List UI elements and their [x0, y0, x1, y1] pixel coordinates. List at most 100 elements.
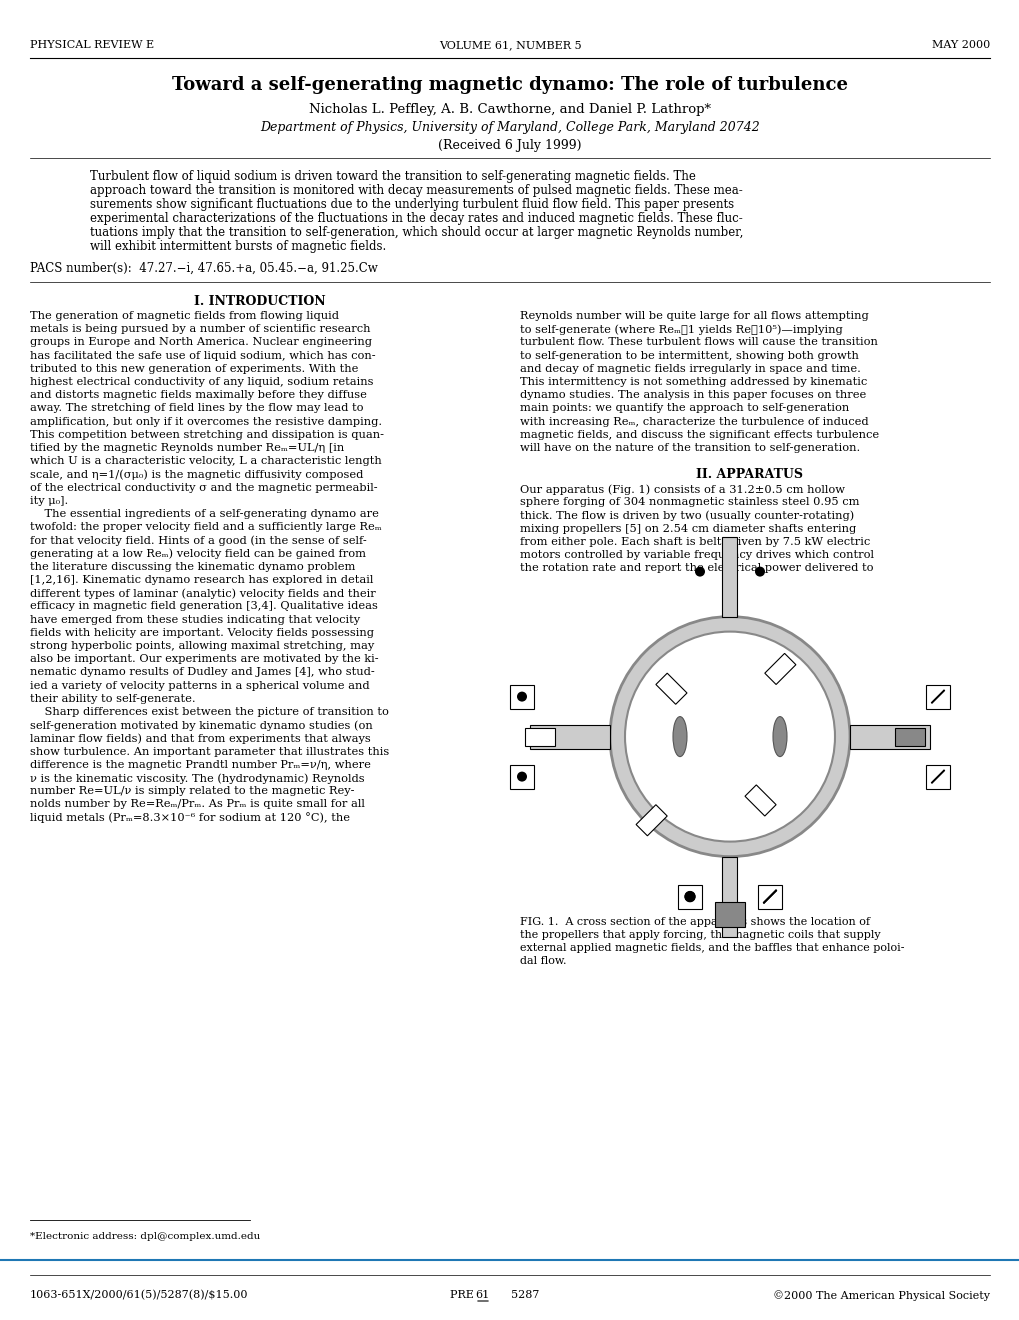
Text: PACS number(s):  47.27.−i, 47.65.+a, 05.45.−a, 91.25.Cw: PACS number(s): 47.27.−i, 47.65.+a, 05.4… [30, 261, 377, 275]
Text: thick. The flow is driven by two (usually counter-rotating): thick. The flow is driven by two (usuall… [520, 511, 854, 521]
Text: approach toward the transition is monitored with decay measurements of pulsed ma: approach toward the transition is monito… [90, 183, 742, 197]
Text: 61: 61 [475, 1290, 489, 1300]
Text: for that velocity field. Hints of a good (in the sense of self-: for that velocity field. Hints of a good… [30, 536, 367, 546]
Text: self-generation motivated by kinematic dynamo studies (on: self-generation motivated by kinematic d… [30, 721, 372, 731]
Text: their ability to self-generate.: their ability to self-generate. [30, 694, 196, 704]
Text: to self-generation to be intermittent, showing both growth: to self-generation to be intermittent, s… [520, 351, 858, 360]
Text: and decay of magnetic fields irregularly in space and time.: and decay of magnetic fields irregularly… [520, 364, 860, 374]
Text: experimental characterizations of the fluctuations in the decay rates and induce: experimental characterizations of the fl… [90, 213, 742, 224]
Text: will exhibit intermittent bursts of magnetic fields.: will exhibit intermittent bursts of magn… [90, 240, 386, 253]
Text: of the electrical conductivity σ and the magnetic permeabil-: of the electrical conductivity σ and the… [30, 483, 377, 492]
Text: Our apparatus (Fig. 1) consists of a 31.2±0.5 cm hollow: Our apparatus (Fig. 1) consists of a 31.… [520, 484, 844, 495]
Text: the literature discussing the kinematic dynamo problem: the literature discussing the kinematic … [30, 562, 355, 572]
Text: difference is the magnetic Prandtl number Prₘ=ν/η, where: difference is the magnetic Prandtl numbe… [30, 760, 371, 770]
Circle shape [694, 566, 704, 577]
Bar [925, 685, 949, 709]
Text: Nicholas L. Peffley, A. B. Cawthorne, and Daniel P. Lathrop*: Nicholas L. Peffley, A. B. Cawthorne, an… [309, 103, 710, 116]
Text: The generation of magnetic fields from flowing liquid: The generation of magnetic fields from f… [30, 312, 338, 321]
Bar [721, 857, 737, 937]
Bar [744, 785, 775, 816]
Text: Toward a self-generating magnetic dynamo: The role of turbulence: Toward a self-generating magnetic dynamo… [172, 77, 847, 94]
Text: *Electronic address: dpl@complex.umd.edu: *Electronic address: dpl@complex.umd.edu [30, 1232, 260, 1241]
Text: The essential ingredients of a self-generating dynamo are: The essential ingredients of a self-gene… [30, 510, 378, 519]
Text: Department of Physics, University of Maryland, College Park, Maryland 20742: Department of Physics, University of Mar… [260, 121, 759, 135]
Text: tributed to this new generation of experiments. With the: tributed to this new generation of exper… [30, 364, 358, 374]
Circle shape [517, 692, 527, 702]
Bar [525, 727, 554, 746]
Text: nolds number by Re=Reₘ/Prₘ. As Prₘ is quite small for all: nolds number by Re=Reₘ/Prₘ. As Prₘ is qu… [30, 800, 365, 809]
Text: 5287: 5287 [496, 1290, 539, 1300]
Text: from either pole. Each shaft is belt driven by 7.5 kW electric: from either pole. Each shaft is belt dri… [520, 537, 869, 546]
Text: also be important. Our experiments are motivated by the ki-: also be important. Our experiments are m… [30, 655, 378, 664]
Text: Reynolds number will be quite large for all flows: Reynolds number will be quite large for … [577, 294, 922, 308]
Text: fields with helicity are important. Velocity fields possessing: fields with helicity are important. Velo… [30, 628, 374, 638]
Text: external applied magnetic fields, and the baffles that enhance poloi-: external applied magnetic fields, and th… [520, 942, 904, 953]
Bar [510, 764, 534, 788]
Text: has facilitated the safe use of liquid sodium, which has con-: has facilitated the safe use of liquid s… [30, 351, 375, 360]
Text: ©2000 The American Physical Society: ©2000 The American Physical Society [772, 1290, 989, 1300]
Text: Sharp differences exist between the picture of transition to: Sharp differences exist between the pict… [30, 708, 388, 717]
Text: nematic dynamo results of Dudley and James [4], who stud-: nematic dynamo results of Dudley and Jam… [30, 668, 374, 677]
Text: with increasing Reₘ, characterize the turbulence of induced: with increasing Reₘ, characterize the tu… [520, 417, 868, 426]
Text: amplification, but only if it overcomes the resistive damping.: amplification, but only if it overcomes … [30, 417, 382, 426]
Text: groups in Europe and North America. Nuclear engineering: groups in Europe and North America. Nucl… [30, 338, 372, 347]
Text: PHYSICAL REVIEW E: PHYSICAL REVIEW E [30, 40, 154, 50]
Text: [1,2,16]. Kinematic dynamo research has explored in detail: [1,2,16]. Kinematic dynamo research has … [30, 576, 373, 585]
Text: tuations imply that the transition to self-generation, which should occur at lar: tuations imply that the transition to se… [90, 226, 743, 239]
Bar [678, 884, 701, 908]
Circle shape [685, 891, 694, 902]
Text: mixing propellers [5] on 2.54 cm diameter shafts entering: mixing propellers [5] on 2.54 cm diamete… [520, 524, 855, 533]
Text: magnetic fields, and discuss the significant effects turbulence: magnetic fields, and discuss the signifi… [520, 430, 878, 440]
Text: twofold: the proper velocity field and a sufficiently large Reₘ: twofold: the proper velocity field and a… [30, 523, 381, 532]
Text: ied a variety of velocity patterns in a spherical volume and: ied a variety of velocity patterns in a … [30, 681, 369, 690]
Ellipse shape [673, 717, 687, 756]
Text: number Re=UL/ν is simply related to the magnetic Rey-: number Re=UL/ν is simply related to the … [30, 787, 355, 796]
Text: generating at a low Reₘ) velocity field can be gained from: generating at a low Reₘ) velocity field … [30, 549, 366, 560]
Text: surements show significant fluctuations due to the underlying turbulent fluid fl: surements show significant fluctuations … [90, 198, 734, 211]
Bar [894, 727, 924, 746]
Text: (Received 6 July 1999): (Received 6 July 1999) [438, 139, 581, 152]
Circle shape [754, 566, 764, 577]
Bar [757, 884, 782, 908]
Text: I. INTRODUCTION: I. INTRODUCTION [194, 294, 325, 308]
Text: to self-generate (where Reₘ≧1 yields Re≫10⁵)—implying: to self-generate (where Reₘ≧1 yields Re≫… [520, 325, 842, 335]
Text: dynamo studies. The analysis in this paper focuses on three: dynamo studies. The analysis in this pap… [520, 391, 865, 400]
Text: 1063-651X/2000/61(5)/5287(8)/$15.00: 1063-651X/2000/61(5)/5287(8)/$15.00 [30, 1290, 249, 1300]
Text: away. The stretching of field lines by the flow may lead to: away. The stretching of field lines by t… [30, 404, 363, 413]
Text: efficacy in magnetic field generation [3,4]. Qualitative ideas: efficacy in magnetic field generation [3… [30, 602, 377, 611]
Text: Turbulent flow of liquid sodium is driven toward the transition to self-generati: Turbulent flow of liquid sodium is drive… [90, 170, 695, 183]
Text: main points: we quantify the approach to self-generation: main points: we quantify the approach to… [520, 404, 849, 413]
Circle shape [609, 616, 849, 857]
Circle shape [685, 891, 694, 902]
Text: PRE: PRE [449, 1290, 477, 1300]
Text: VOLUME 61, NUMBER 5: VOLUME 61, NUMBER 5 [438, 40, 581, 50]
Text: Reynolds number will be quite large for all flows attempting: Reynolds number will be quite large for … [520, 312, 868, 321]
Bar [530, 725, 609, 748]
Circle shape [625, 631, 835, 842]
Text: which U is a characteristic velocity, L a characteristic length: which U is a characteristic velocity, L … [30, 457, 381, 466]
Text: liquid metals (Prₘ=8.3×10⁻⁶ for sodium at 120 °C), the: liquid metals (Prₘ=8.3×10⁻⁶ for sodium a… [30, 813, 350, 824]
Text: laminar flow fields) and that from experiments that always: laminar flow fields) and that from exper… [30, 734, 370, 744]
Text: motors controlled by variable frequency drives which control: motors controlled by variable frequency … [520, 550, 873, 560]
Ellipse shape [772, 717, 787, 756]
Bar [636, 805, 666, 836]
Text: highest electrical conductivity of any liquid, sodium retains: highest electrical conductivity of any l… [30, 378, 373, 387]
Bar [764, 653, 795, 685]
Text: metals is being pursued by a number of scientific research: metals is being pursued by a number of s… [30, 325, 370, 334]
Text: show turbulence. An important parameter that illustrates this: show turbulence. An important parameter … [30, 747, 389, 756]
Text: sphere forging of 304 nonmagnetic stainless steel 0.95 cm: sphere forging of 304 nonmagnetic stainl… [520, 498, 859, 507]
Text: turbulent flow. These turbulent flows will cause the transition: turbulent flow. These turbulent flows wi… [520, 338, 877, 347]
Text: MAY 2000: MAY 2000 [930, 40, 989, 50]
Bar [721, 537, 737, 616]
Text: the rotation rate and report the electrical power delivered to: the rotation rate and report the electri… [520, 564, 872, 573]
Bar [925, 764, 949, 788]
Text: will have on the nature of the transition to self-generation.: will have on the nature of the transitio… [520, 444, 859, 453]
Text: different types of laminar (analytic) velocity fields and their: different types of laminar (analytic) ve… [30, 589, 375, 599]
Bar [849, 725, 929, 748]
Text: tified by the magnetic Reynolds number Reₘ=UL/η [in: tified by the magnetic Reynolds number R… [30, 444, 344, 453]
Text: This competition between stretching and dissipation is quan-: This competition between stretching and … [30, 430, 383, 440]
Text: scale, and η=1/(σμ₀) is the magnetic diffusivity composed: scale, and η=1/(σμ₀) is the magnetic dif… [30, 470, 363, 480]
Circle shape [517, 772, 527, 781]
Text: strong hyperbolic points, allowing maximal stretching, may: strong hyperbolic points, allowing maxim… [30, 642, 374, 651]
Text: This intermittency is not something addressed by kinematic: This intermittency is not something addr… [520, 378, 866, 387]
